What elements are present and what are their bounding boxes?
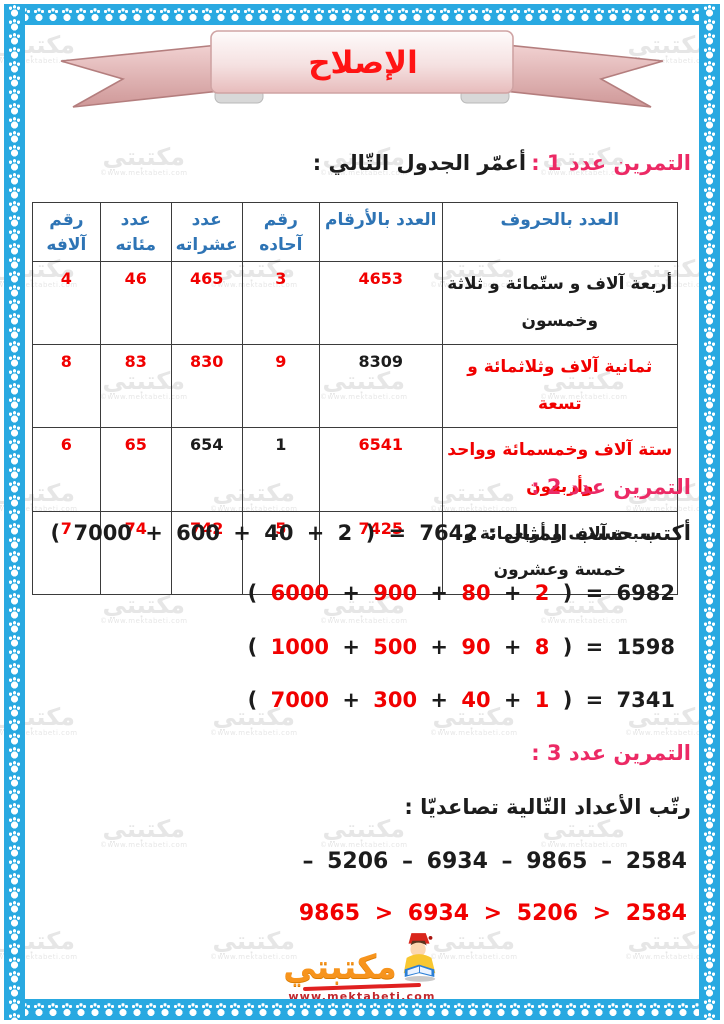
addend: 7000 xyxy=(73,521,132,545)
number-cell: 465 xyxy=(170,261,243,346)
number-cell: 74 xyxy=(99,510,172,595)
exercise3-instruction: رتّب الأعداد التّالية تصاعديّا : xyxy=(404,795,691,819)
number-cell: 46 xyxy=(99,261,172,346)
number-cell: 3 xyxy=(241,261,321,346)
number-cell: 4653 xyxy=(319,261,443,346)
exercise2-heading: التمرين عدد 2 : xyxy=(531,475,691,499)
decomposition-expression: ( 7000 + 600 + 40 + 2 ) = 7642 xyxy=(50,521,478,545)
equation-line: ( 1000 + 500 + 90 + 8 ) = 1598 xyxy=(248,635,675,659)
exercise1-instruction: أعمّر الجدول التّالي : xyxy=(312,151,527,175)
addend: 80 xyxy=(461,581,491,605)
equation-result: 1598 xyxy=(616,635,675,659)
column-header: العدد بالحروف xyxy=(441,201,679,263)
exercise1-title: التمرين عدد 1 : xyxy=(531,151,691,175)
logo-brand-text: مكتبتي xyxy=(283,947,397,986)
decomposition-expression: ( 1000 + 500 + 90 + 8 ) = 1598 xyxy=(247,635,675,659)
addend: 900 xyxy=(373,581,418,605)
number-cell: 830 xyxy=(170,344,243,429)
addend: 7000 xyxy=(270,688,330,712)
border-top-paw-pattern xyxy=(4,4,720,25)
ordered-answer: 9865 > 6934 > 5206 > 2584 xyxy=(298,901,687,926)
number-in-words-cell: ستة آلاف وخمسمائة وواحد وأربعون xyxy=(441,427,679,512)
column-header: العدد بالأرقام xyxy=(319,201,443,263)
number-cell: 654 xyxy=(170,427,243,512)
number-cell: 5 xyxy=(241,510,321,595)
table-header-row: العدد بالحروف العدد بالأرقام رقم آحاده عدد … xyxy=(32,201,679,263)
addend: 1000 xyxy=(270,635,330,659)
title-ribbon: الإصلاح xyxy=(53,27,671,119)
number-cell: 7 xyxy=(32,510,101,595)
mektabeti-logo: مكتبتي www.mektabeti.com xyxy=(25,929,699,1003)
addend: 1 xyxy=(534,688,550,712)
number-cell: 742 xyxy=(170,510,243,595)
page-title: الإصلاح xyxy=(308,45,418,81)
example-label: أكتب حسب المثال : xyxy=(487,521,691,545)
number-in-words-cell: ثمانية آلاف وثلاثمائة و تسعة xyxy=(441,344,679,429)
number-cell: 1 xyxy=(241,427,321,512)
decomposition-expression: ( 7000 + 300 + 40 + 1 ) = 7341 xyxy=(247,688,675,712)
exercise3-title: التمرين عدد 3 : xyxy=(531,741,691,765)
table-row: ستة آلاف وخمسمائة وواحد وأربعون 6541 1 654 6… xyxy=(32,427,679,512)
column-header: عدد عشراته xyxy=(170,201,243,263)
number-in-words-cell: سبعة آلاف و أربعمائة و خمسة وعشرون xyxy=(441,510,679,595)
border-right-paw-pattern xyxy=(699,4,720,1020)
number-cell: 83 xyxy=(99,344,172,429)
column-header: رقم آلافه xyxy=(32,201,101,263)
number-cell: 8309 xyxy=(319,344,443,429)
number-cell: 6 xyxy=(32,427,101,512)
exercise3-heading: التمرين عدد 3 : xyxy=(531,741,691,765)
addend: 8 xyxy=(534,635,550,659)
table-row: أربعة آلاف و ستّمائة و ثلاثة وخمسون 4653 3… xyxy=(32,261,679,346)
number-in-words-cell: أربعة آلاف و ستّمائة و ثلاثة وخمسون xyxy=(441,261,679,346)
number-cell: 6541 xyxy=(319,427,443,512)
equation-result: 7642 xyxy=(419,521,478,545)
ribbon-graphic xyxy=(60,30,664,108)
addend: 6000 xyxy=(270,581,330,605)
number-cell: 65 xyxy=(99,427,172,512)
reading-kid-icon xyxy=(403,933,435,982)
number-cell: 7425 xyxy=(319,510,443,595)
exercise2-title: التمرين عدد 2 : xyxy=(531,475,691,499)
column-header: رقم آحاده xyxy=(241,201,321,263)
table-row: سبعة آلاف و أربعمائة و خمسة وعشرون 7425 5 7… xyxy=(32,510,679,595)
addend: 40 xyxy=(461,688,491,712)
addend: 600 xyxy=(176,521,220,545)
border-bottom-paw-pattern xyxy=(4,999,720,1020)
equation-line: ( 6000 + 900 + 80 + 2 ) = 6982 xyxy=(248,581,675,605)
addend: 300 xyxy=(373,688,418,712)
exercise1-heading: التمرين عدد 1 : أعمّر الجدول التّالي : xyxy=(313,151,691,175)
table-row: ثمانية آلاف وثلاثمائة و تسعة 8309 9 830 83 8 xyxy=(32,344,679,429)
example-equation-line: أكتب حسب المثال : ( 7000 + 600 + 40 + 2 )… xyxy=(51,521,691,545)
equation-result: 6982 xyxy=(616,581,675,605)
addend: 2 xyxy=(534,581,550,605)
addend: 2 xyxy=(337,521,353,545)
addend: 90 xyxy=(461,635,491,659)
numbers-to-order: – 5206 – 6934 – 9865 – 2584 xyxy=(302,849,687,874)
addend: 40 xyxy=(264,521,294,545)
addend: 500 xyxy=(373,635,418,659)
equation-line: ( 7000 + 300 + 40 + 1 ) = 7341 xyxy=(248,688,675,712)
decomposition-expression: ( 6000 + 900 + 80 + 2 ) = 6982 xyxy=(247,581,675,605)
number-cell: 9 xyxy=(241,344,321,429)
border-left-paw-pattern xyxy=(4,4,25,1020)
equation-result: 7341 xyxy=(616,688,675,712)
place-value-table: العدد بالحروف العدد بالأرقام رقم آحاده عدد … xyxy=(32,201,679,595)
number-cell: 8 xyxy=(32,344,101,429)
number-cell: 4 xyxy=(32,261,101,346)
column-header: عدد مئاته xyxy=(99,201,172,263)
